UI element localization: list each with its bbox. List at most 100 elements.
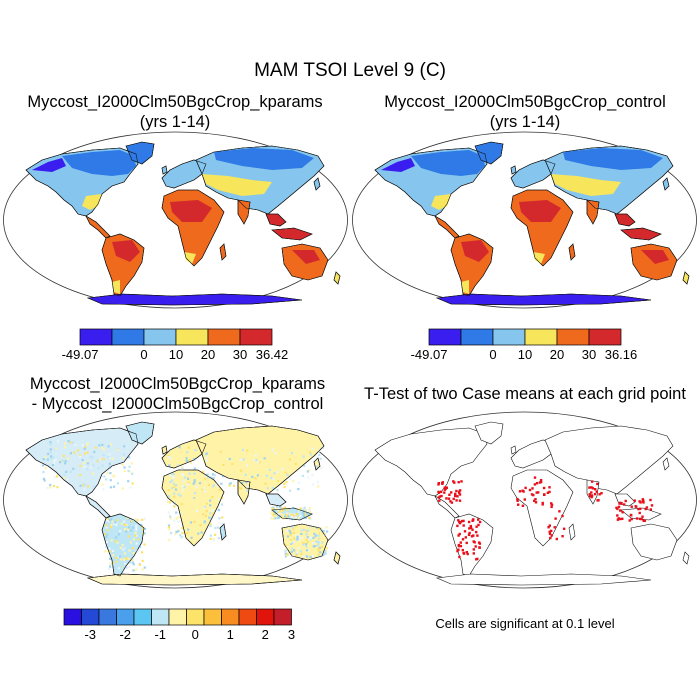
significant-cell — [595, 490, 598, 493]
significant-cell — [475, 558, 478, 561]
significant-cell — [457, 534, 460, 537]
difference-cell — [239, 487, 242, 490]
difference-cell — [94, 446, 97, 449]
significant-cell — [465, 551, 468, 554]
difference-cell — [302, 543, 305, 546]
coastline-uk — [161, 165, 168, 175]
difference-cell — [96, 459, 100, 462]
difference-cell — [305, 530, 308, 533]
difference-cell — [221, 454, 224, 457]
difference-cell — [134, 534, 137, 537]
difference-cell — [129, 486, 132, 489]
difference-cell — [319, 457, 322, 460]
difference-cell — [288, 458, 291, 461]
difference-cell — [193, 520, 196, 524]
significant-cell — [641, 500, 645, 503]
significant-cell — [538, 481, 542, 484]
difference-cell — [126, 517, 129, 520]
significant-cell — [534, 498, 537, 501]
difference-cell — [276, 480, 279, 483]
difference-cell — [183, 476, 187, 479]
difference-cell — [284, 447, 287, 450]
difference-cell — [293, 537, 296, 540]
difference-cell — [321, 446, 324, 449]
difference-cell — [121, 564, 124, 567]
difference-cell — [302, 513, 305, 516]
difference-cell — [277, 516, 280, 519]
difference-cell — [317, 544, 320, 547]
difference-cell — [115, 524, 118, 527]
difference-cell — [131, 561, 134, 564]
difference-cell — [131, 472, 134, 476]
difference-cell — [169, 454, 172, 457]
difference-cell — [177, 520, 180, 523]
difference-cell — [169, 474, 172, 477]
difference-cell — [114, 516, 117, 519]
coastline-an — [435, 293, 652, 306]
difference-cell — [125, 549, 128, 552]
significant-cell — [458, 493, 462, 496]
difference-cell — [298, 542, 301, 545]
coastline-se — [265, 493, 287, 507]
difference-cell — [296, 526, 299, 529]
difference-cell — [193, 497, 196, 500]
difference-cell — [279, 506, 282, 509]
colorbar-tick-label: -49.07 — [411, 347, 448, 362]
difference-cell — [268, 468, 271, 471]
map-ttest — [352, 411, 697, 589]
difference-cell — [324, 550, 327, 553]
colorbar-difference: -3 -2 -1 0 1 2 3 — [63, 608, 295, 642]
significant-cell — [591, 487, 594, 490]
difference-cell — [132, 563, 135, 566]
difference-cell — [64, 446, 67, 449]
coastline-uk — [161, 445, 168, 455]
difference-cell — [254, 459, 257, 462]
difference-cell — [273, 472, 276, 475]
difference-cell — [167, 526, 171, 529]
difference-cell — [202, 459, 205, 462]
difference-cell — [123, 466, 126, 469]
difference-cell — [285, 461, 288, 464]
difference-cell — [54, 458, 57, 462]
difference-cell — [307, 544, 310, 547]
difference-cell — [283, 506, 286, 509]
coastline-na — [374, 147, 488, 217]
significant-cell — [441, 482, 444, 485]
significant-cell — [439, 490, 443, 493]
difference-cell — [168, 501, 171, 504]
difference-cell — [310, 527, 313, 530]
difference-cell — [275, 510, 279, 513]
difference-cell — [168, 539, 171, 542]
colorbar-tick-label: 1 — [227, 627, 234, 642]
difference-cell — [59, 461, 62, 464]
difference-cell — [121, 544, 124, 547]
difference-cell — [313, 549, 317, 552]
difference-cell — [104, 550, 107, 553]
difference-cell — [187, 446, 190, 449]
coastline-nz — [333, 551, 341, 565]
coastline-an — [86, 573, 303, 586]
difference-cell — [240, 477, 243, 481]
difference-cell — [289, 544, 293, 547]
difference-cell — [122, 517, 125, 520]
difference-cell — [190, 536, 193, 539]
difference-cell — [320, 467, 323, 470]
difference-cell — [317, 532, 320, 535]
difference-cell — [83, 447, 86, 450]
difference-cell — [205, 452, 208, 455]
difference-cell — [305, 512, 309, 515]
difference-cell — [246, 449, 249, 452]
difference-cell — [169, 480, 172, 483]
significant-cell — [639, 507, 642, 510]
difference-cell — [114, 540, 118, 543]
significant-cell — [589, 494, 592, 498]
significant-cell — [517, 503, 520, 506]
difference-cell — [209, 504, 212, 507]
difference-cell — [98, 458, 101, 461]
difference-cell — [177, 475, 180, 479]
difference-cell — [49, 455, 53, 458]
difference-cell — [55, 475, 59, 478]
difference-cell — [299, 550, 303, 553]
colorbar-segment — [221, 608, 240, 626]
difference-cell — [181, 467, 184, 470]
